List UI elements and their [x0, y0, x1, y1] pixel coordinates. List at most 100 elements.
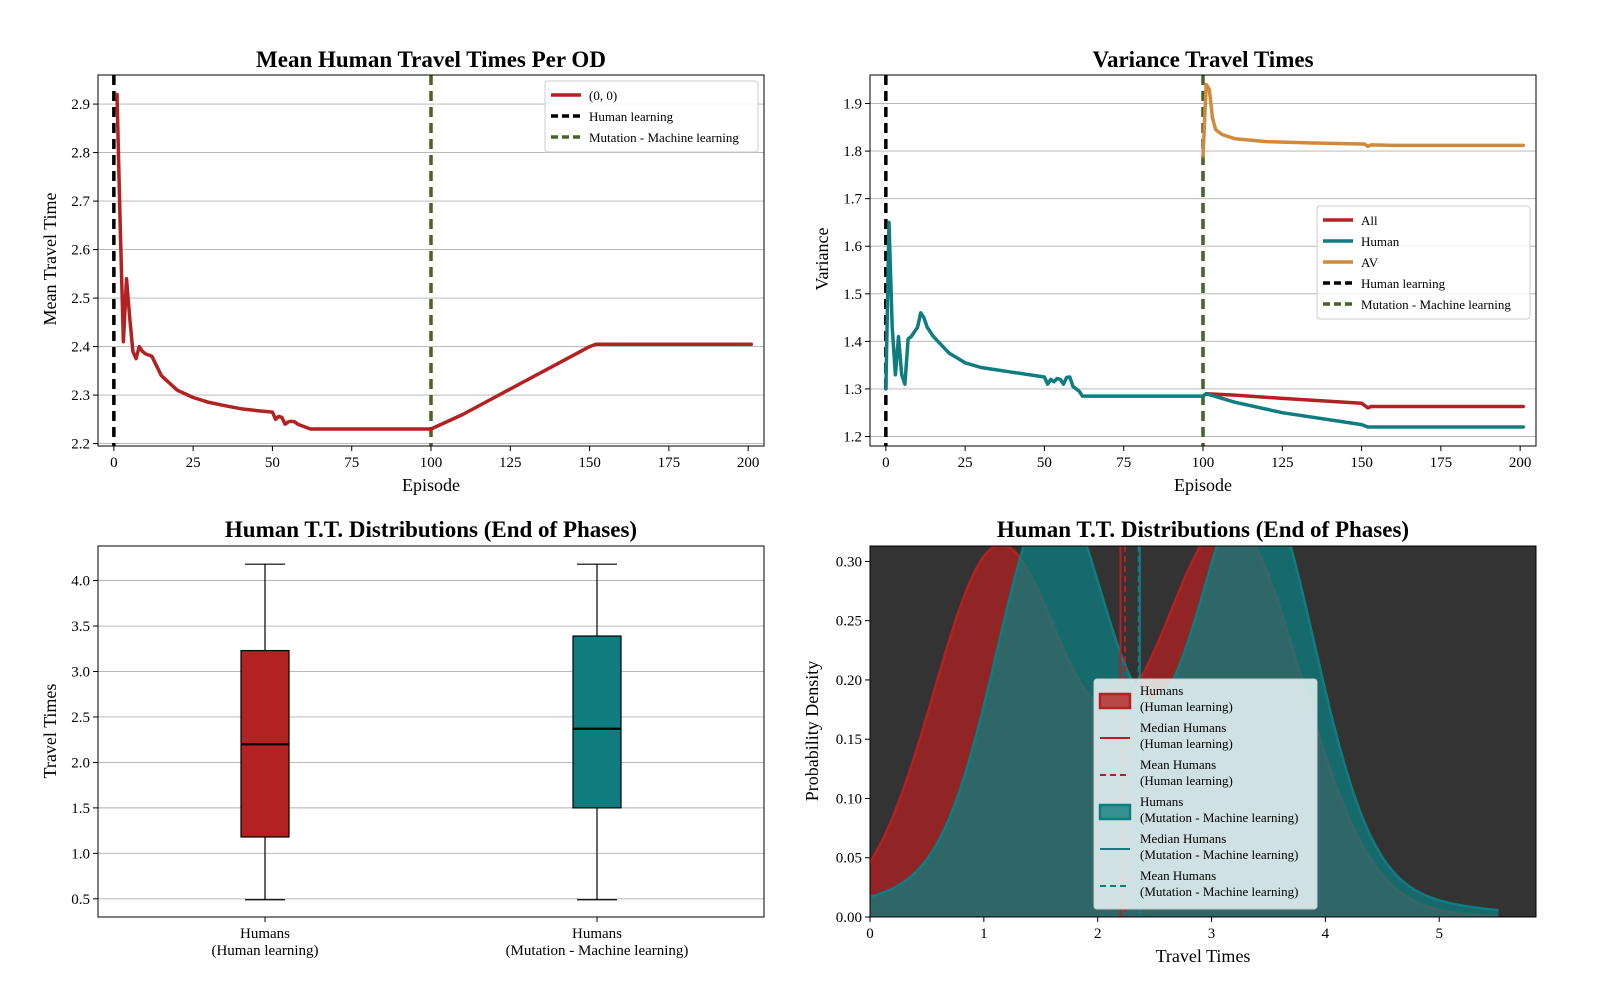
- x-tick-label: 150: [1350, 455, 1373, 471]
- legend-box: [544, 80, 759, 153]
- y-tick-label: 2.9: [71, 97, 90, 113]
- legend-label: Humans (Human learning): [1140, 683, 1233, 714]
- mean-travel-time-xlabel: Episode: [402, 475, 460, 495]
- legend-label-line: (Mutation - Machine learning): [1140, 847, 1298, 862]
- boxplot-ylabel: Travel Times: [40, 684, 60, 779]
- y-tick-label: 0.25: [836, 614, 862, 630]
- y-tick-label: 0.05: [836, 851, 862, 867]
- density-xlabel: Travel Times: [1156, 946, 1251, 966]
- y-tick-label: 0.15: [836, 732, 862, 748]
- y-tick-label: 1.2: [843, 429, 862, 445]
- x-tick-label: 100: [1192, 455, 1215, 471]
- series-line: [1201, 82, 1526, 158]
- legend-label-line: (Mutation - Machine learning): [1140, 810, 1298, 825]
- legend-label: Human learning: [589, 109, 674, 124]
- x-tick-label: 5: [1435, 926, 1443, 942]
- y-tick-label: 1.8: [843, 144, 862, 160]
- x-tick-label: 200: [1509, 455, 1532, 471]
- y-tick-label: 1.7: [843, 192, 862, 208]
- x-tick-label: 175: [1430, 455, 1453, 471]
- x-tick-label: 25: [186, 455, 201, 471]
- x-tick-label: 0: [110, 455, 118, 471]
- variance-ylabel: Variance: [812, 228, 832, 291]
- legend-box: [1093, 678, 1318, 910]
- y-tick-label: 1.4: [843, 334, 862, 350]
- series-line: [1201, 391, 1526, 410]
- legend-label-line: (Human learning): [1140, 773, 1233, 788]
- legend-label: Mean Humans (Human learning): [1140, 757, 1233, 788]
- x-tick-label: 125: [499, 455, 522, 471]
- category-label-line: Humans: [240, 926, 290, 942]
- y-tick-label: 2.7: [71, 194, 90, 210]
- legend-box: [1316, 205, 1531, 320]
- legend-label: All: [1361, 213, 1378, 228]
- legend-label: Median Humans (Mutation - Machine learnin…: [1140, 831, 1298, 862]
- legend-label: (0, 0): [589, 88, 617, 103]
- y-tick-label: 2.5: [71, 710, 90, 726]
- y-tick-label: 1.0: [71, 846, 90, 862]
- y-tick-label: 1.3: [843, 382, 862, 398]
- x-tick-label: 3: [1208, 926, 1216, 942]
- y-tick-label: 2.5: [71, 291, 90, 307]
- legend-label: Mean Humans (Mutation - Machine learning): [1140, 868, 1298, 899]
- y-tick-label: 0.20: [836, 673, 862, 689]
- legend-label-line: Mean Humans: [1140, 757, 1216, 772]
- legend-label: Median Humans (Human learning): [1140, 720, 1233, 751]
- y-tick-label: 2.6: [71, 243, 90, 259]
- x-tick-label: 200: [737, 455, 760, 471]
- legend-label-line: Median Humans: [1140, 720, 1226, 735]
- y-tick-label: 0.10: [836, 791, 862, 807]
- y-tick-label: 4.0: [71, 574, 90, 590]
- legend-label-line: Mean Humans: [1140, 868, 1216, 883]
- x-tick-label: 0: [866, 926, 874, 942]
- y-tick-label: 2.0: [71, 755, 90, 771]
- y-tick-label: 1.5: [843, 287, 862, 303]
- legend-label-line: (Human learning): [1140, 736, 1233, 751]
- y-tick-label: 2.2: [71, 437, 90, 453]
- x-tick-label: 75: [1116, 455, 1131, 471]
- y-tick-label: 3.5: [71, 619, 90, 635]
- x-tick-label: 100: [420, 455, 443, 471]
- x-tick-label: 1: [980, 926, 988, 942]
- legend-label: Mutation - Machine learning: [589, 130, 739, 145]
- y-tick-label: 1.6: [843, 239, 862, 255]
- mean-travel-time-panel: Mean Human Travel Times Per OD Episode M…: [40, 47, 765, 495]
- x-tick-label: 50: [265, 455, 280, 471]
- category-label-line: (Mutation - Machine learning): [506, 943, 689, 959]
- variance-title: Variance Travel Times: [1092, 47, 1313, 72]
- variance-xlabel: Episode: [1174, 475, 1232, 495]
- x-tick-label: 75: [344, 455, 359, 471]
- y-tick-label: 1.5: [71, 801, 90, 817]
- legend-swatch: [1098, 692, 1132, 710]
- box: [572, 635, 622, 809]
- legend-label-line: Median Humans: [1140, 831, 1226, 846]
- mean-travel-time-title: Mean Human Travel Times Per OD: [256, 47, 606, 72]
- series-line: [115, 92, 754, 431]
- legend-label-line: (Mutation - Machine learning): [1140, 884, 1298, 899]
- y-tick-label: 0.00: [836, 910, 862, 926]
- boxplot-title: Human T.T. Distributions (End of Phases): [225, 517, 637, 542]
- x-tick-label: 175: [658, 455, 681, 471]
- legend-label-line: Humans: [1140, 683, 1183, 698]
- legend-label: AV: [1361, 255, 1379, 270]
- x-tick-label: 50: [1037, 455, 1052, 471]
- axes-frame: [869, 545, 1537, 918]
- density-curve: [870, 546, 1499, 912]
- x-tick-label: 125: [1271, 455, 1294, 471]
- category-label-line: Humans: [572, 926, 622, 942]
- x-tick-label: 25: [958, 455, 973, 471]
- category-label: Humans (Mutation - Machine learning): [506, 926, 689, 959]
- boxplot-panel: Human T.T. Distributions (End of Phases)…: [40, 517, 765, 959]
- category-label-line: (Human learning): [211, 943, 318, 959]
- y-tick-label: 0.5: [71, 892, 90, 908]
- legend-label: Humans (Mutation - Machine learning): [1140, 794, 1298, 825]
- y-tick-label: 3.0: [71, 664, 90, 680]
- category-label: Humans (Human learning): [211, 926, 318, 959]
- axes-frame: [97, 74, 765, 447]
- legend-label-line: (Human learning): [1140, 699, 1233, 714]
- y-tick-label: 2.8: [71, 146, 90, 162]
- y-tick-label: 0.30: [836, 554, 862, 570]
- x-tick-label: 2: [1094, 926, 1102, 942]
- x-tick-label: 150: [578, 455, 601, 471]
- legend-label: Human learning: [1361, 276, 1446, 291]
